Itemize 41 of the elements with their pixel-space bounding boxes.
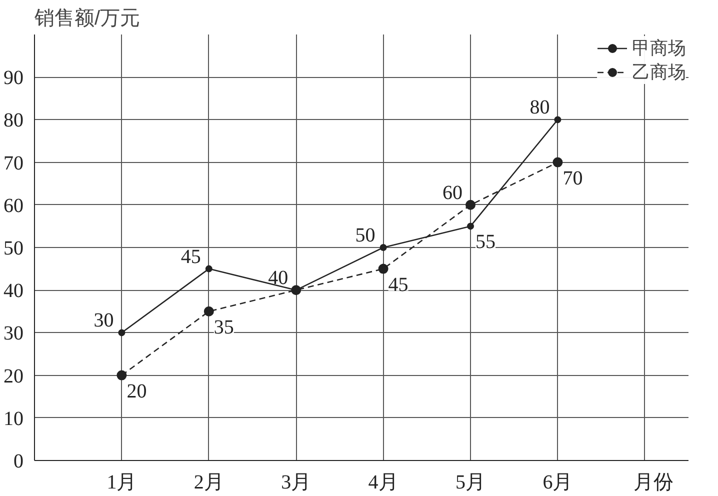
x-axis-title: 月份	[634, 472, 674, 494]
data-label: 40	[268, 267, 288, 290]
point	[116, 370, 127, 380]
legend-label: 乙商场	[632, 61, 686, 84]
point	[467, 222, 474, 230]
data-label: 80	[530, 96, 550, 119]
x-tick-label: 1月	[106, 472, 137, 494]
point	[554, 116, 562, 124]
x-tick-label: 3月	[281, 472, 312, 494]
data-label: 60	[442, 182, 462, 204]
y-tick-label: 90	[4, 67, 24, 90]
x-tick-label: 4月	[368, 472, 398, 494]
point	[118, 329, 126, 336]
y-axis-title: 销售额/万元	[34, 8, 140, 30]
x-tick-label: 2月	[194, 472, 224, 494]
data-label: 45	[388, 274, 408, 296]
y-tick-label: 50	[4, 238, 24, 260]
data-label: 50	[355, 224, 376, 246]
data-label: 30	[94, 310, 114, 332]
data-label: 20	[126, 380, 147, 402]
x-tick-label: 5月	[456, 472, 486, 494]
point	[205, 265, 212, 272]
y-tick-label: 30	[4, 322, 24, 345]
point	[552, 157, 563, 168]
y-tick-label: 40	[4, 280, 24, 302]
y-tick-label: 60	[4, 194, 24, 217]
point	[378, 264, 388, 274]
x-tick-label: 6月	[542, 472, 573, 494]
data-label: 45	[180, 246, 201, 268]
data-label: 70	[562, 167, 583, 190]
point	[204, 306, 214, 316]
y-tick-label: 70	[4, 152, 24, 174]
data-label: 35	[214, 316, 234, 338]
y-tick-label: 10	[4, 408, 24, 430]
y-tick-label: 20	[4, 365, 24, 388]
legend-label: 甲商场	[632, 37, 686, 60]
data-label: 55	[476, 231, 496, 254]
y-tick-label: 80	[4, 110, 24, 132]
point	[466, 200, 476, 210]
y-tick-label: 0	[14, 450, 24, 472]
point	[380, 244, 387, 251]
